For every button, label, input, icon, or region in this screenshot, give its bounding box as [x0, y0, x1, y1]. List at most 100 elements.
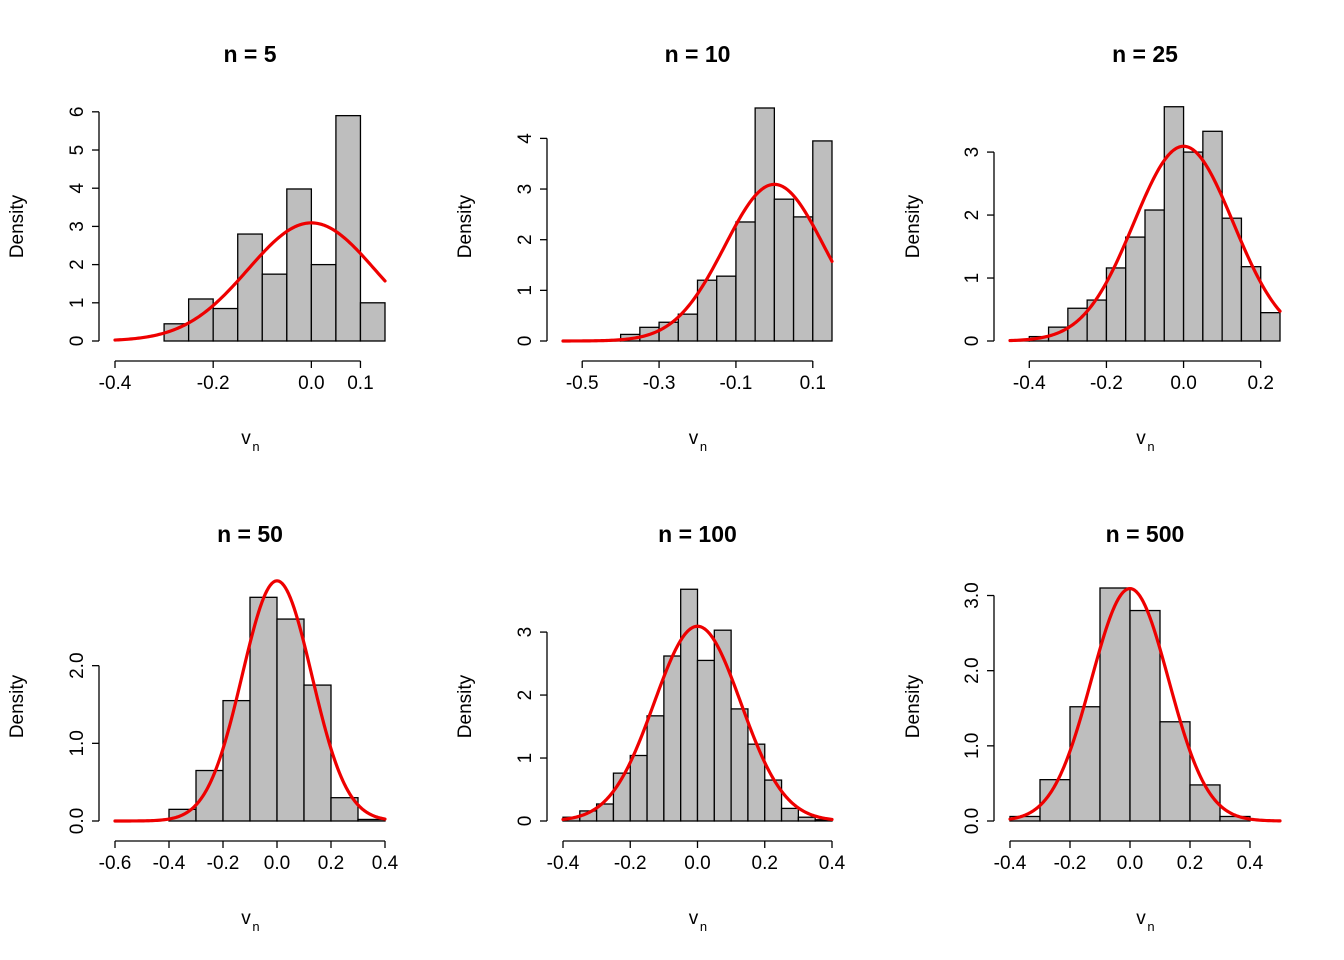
histogram-bar	[222, 699, 251, 822]
x-tick-label: -0.1	[720, 373, 753, 394]
x-tick-label: -0.4	[153, 853, 186, 874]
y-tick-label: 6	[67, 107, 88, 118]
x-tick-label: -0.4	[1013, 373, 1046, 394]
normal-density-curve	[113, 221, 387, 342]
y-tick-label: 1	[515, 753, 536, 764]
y-tick-label: 0.0	[67, 808, 88, 834]
x-axis-label-subscript: n	[1147, 919, 1154, 934]
histogram-bar	[237, 233, 263, 342]
x-tick-label: -0.2	[1090, 373, 1123, 394]
x-tick-label: 0.4	[819, 853, 846, 874]
y-axis-label: Density	[903, 194, 924, 258]
y-tick-label: 2	[515, 234, 536, 245]
y-tick-label: 3	[515, 184, 536, 195]
x-tick-label: -0.3	[643, 373, 676, 394]
histogram-bar	[1189, 784, 1221, 822]
y-tick-label: 1.0	[962, 733, 983, 759]
x-tick-label: 0.0	[1170, 373, 1196, 394]
histogram-bar	[646, 715, 665, 822]
x-axis-label: v	[1136, 908, 1146, 929]
histogram-bar	[1182, 151, 1204, 342]
x-tick-label: -0.2	[1054, 853, 1087, 874]
x-tick-label: 0.2	[1177, 853, 1203, 874]
x-tick-label: -0.2	[197, 373, 230, 394]
chart-title: n = 50	[217, 521, 283, 547]
histogram-bar	[249, 596, 278, 822]
x-tick-label: 0.1	[347, 373, 373, 394]
x-axis-label-subscript: n	[252, 439, 259, 454]
histogram-bar	[310, 263, 337, 342]
y-tick-label: 2	[962, 210, 983, 221]
y-tick-label: 0	[962, 336, 983, 347]
chart-title: n = 10	[665, 41, 731, 67]
x-tick-label: 0.2	[1248, 373, 1274, 394]
x-tick-label: -0.5	[566, 373, 599, 394]
chart-title: n = 100	[658, 521, 737, 547]
histogram-bar	[261, 273, 288, 342]
y-tick-label: 0.0	[962, 808, 983, 834]
y-axis-label: Density	[7, 674, 28, 738]
x-axis-label: v	[689, 908, 699, 929]
x-axis-label: v	[689, 428, 699, 449]
x-axis-label: v	[1136, 428, 1146, 449]
x-tick-label: 0.0	[1117, 853, 1143, 874]
y-axis-label: Density	[455, 674, 476, 738]
histogram-bar	[754, 107, 776, 342]
normal-density-curve	[1008, 144, 1282, 343]
histogram-bar	[677, 313, 699, 342]
y-tick-label: 5	[67, 145, 88, 156]
x-tick-label: -0.6	[99, 853, 132, 874]
histogram-bar	[629, 754, 648, 822]
histogram-bar	[212, 307, 239, 342]
normal-density-curve	[1008, 586, 1282, 823]
y-tick-label: 3	[962, 147, 983, 158]
x-axis-label-subscript: n	[1147, 439, 1154, 454]
x-tick-label: 0.2	[752, 853, 778, 874]
y-axis-label: Density	[7, 194, 28, 258]
y-tick-label: 3.0	[962, 582, 983, 608]
y-tick-label: 3	[515, 627, 536, 638]
histogram-bar	[696, 659, 715, 822]
y-tick-label: 1	[962, 273, 983, 284]
y-tick-label: 4	[67, 183, 88, 194]
histogram-bar	[1129, 609, 1161, 822]
x-tick-label: -0.2	[614, 853, 647, 874]
histogram-bar	[792, 216, 814, 342]
y-tick-label: 4	[515, 133, 536, 144]
normal-density-curve	[561, 182, 834, 343]
histogram-bar	[1144, 209, 1165, 342]
normal-density-curve	[561, 624, 834, 822]
x-axis-label: v	[241, 428, 251, 449]
histogram-bar	[780, 807, 800, 822]
histogram-bar	[680, 588, 699, 822]
chart-panel-5: n = 100 -0.4 -0.2 0.0 0.2 0.4 0 1 2 3 Density v n	[455, 521, 846, 934]
y-tick-label: 0	[515, 336, 536, 347]
x-axis-label-subscript: n	[700, 439, 707, 454]
x-tick-label: -0.2	[207, 853, 240, 874]
chart-title: n = 500	[1106, 521, 1185, 547]
x-tick-label: 0.0	[298, 373, 324, 394]
histogram-bar	[1069, 706, 1101, 822]
histogram-bar	[735, 221, 756, 342]
y-tick-label: 2	[67, 259, 88, 270]
histogram-bar	[716, 275, 737, 342]
chart-panel-3: n = 25 -0.4 -0.2 0.0 0.2 0 1 2 3 Density v n	[903, 41, 1282, 454]
y-tick-label: 2	[515, 690, 536, 701]
x-tick-label: 0.2	[318, 853, 344, 874]
y-tick-label: 1	[515, 285, 536, 296]
y-tick-label: 0	[67, 336, 88, 347]
histogram-bar	[1099, 587, 1131, 822]
histogram-bar	[330, 797, 359, 822]
histogram-bar	[286, 188, 313, 342]
histogram-bar	[359, 302, 386, 342]
y-tick-label: 3	[67, 221, 88, 232]
y-tick-label: 1	[67, 298, 88, 309]
x-tick-label: 0.0	[684, 853, 710, 874]
x-axis-label: v	[241, 908, 251, 929]
chart-panel-2: n = 10 -0.5 -0.3 -0.1 0.1 0 1 2 3 4 Density v n	[455, 41, 834, 454]
histogram-bar	[335, 114, 362, 342]
histogram-bar	[1163, 106, 1185, 342]
y-tick-label: 2.0	[962, 657, 983, 683]
x-tick-label: -0.4	[994, 853, 1027, 874]
